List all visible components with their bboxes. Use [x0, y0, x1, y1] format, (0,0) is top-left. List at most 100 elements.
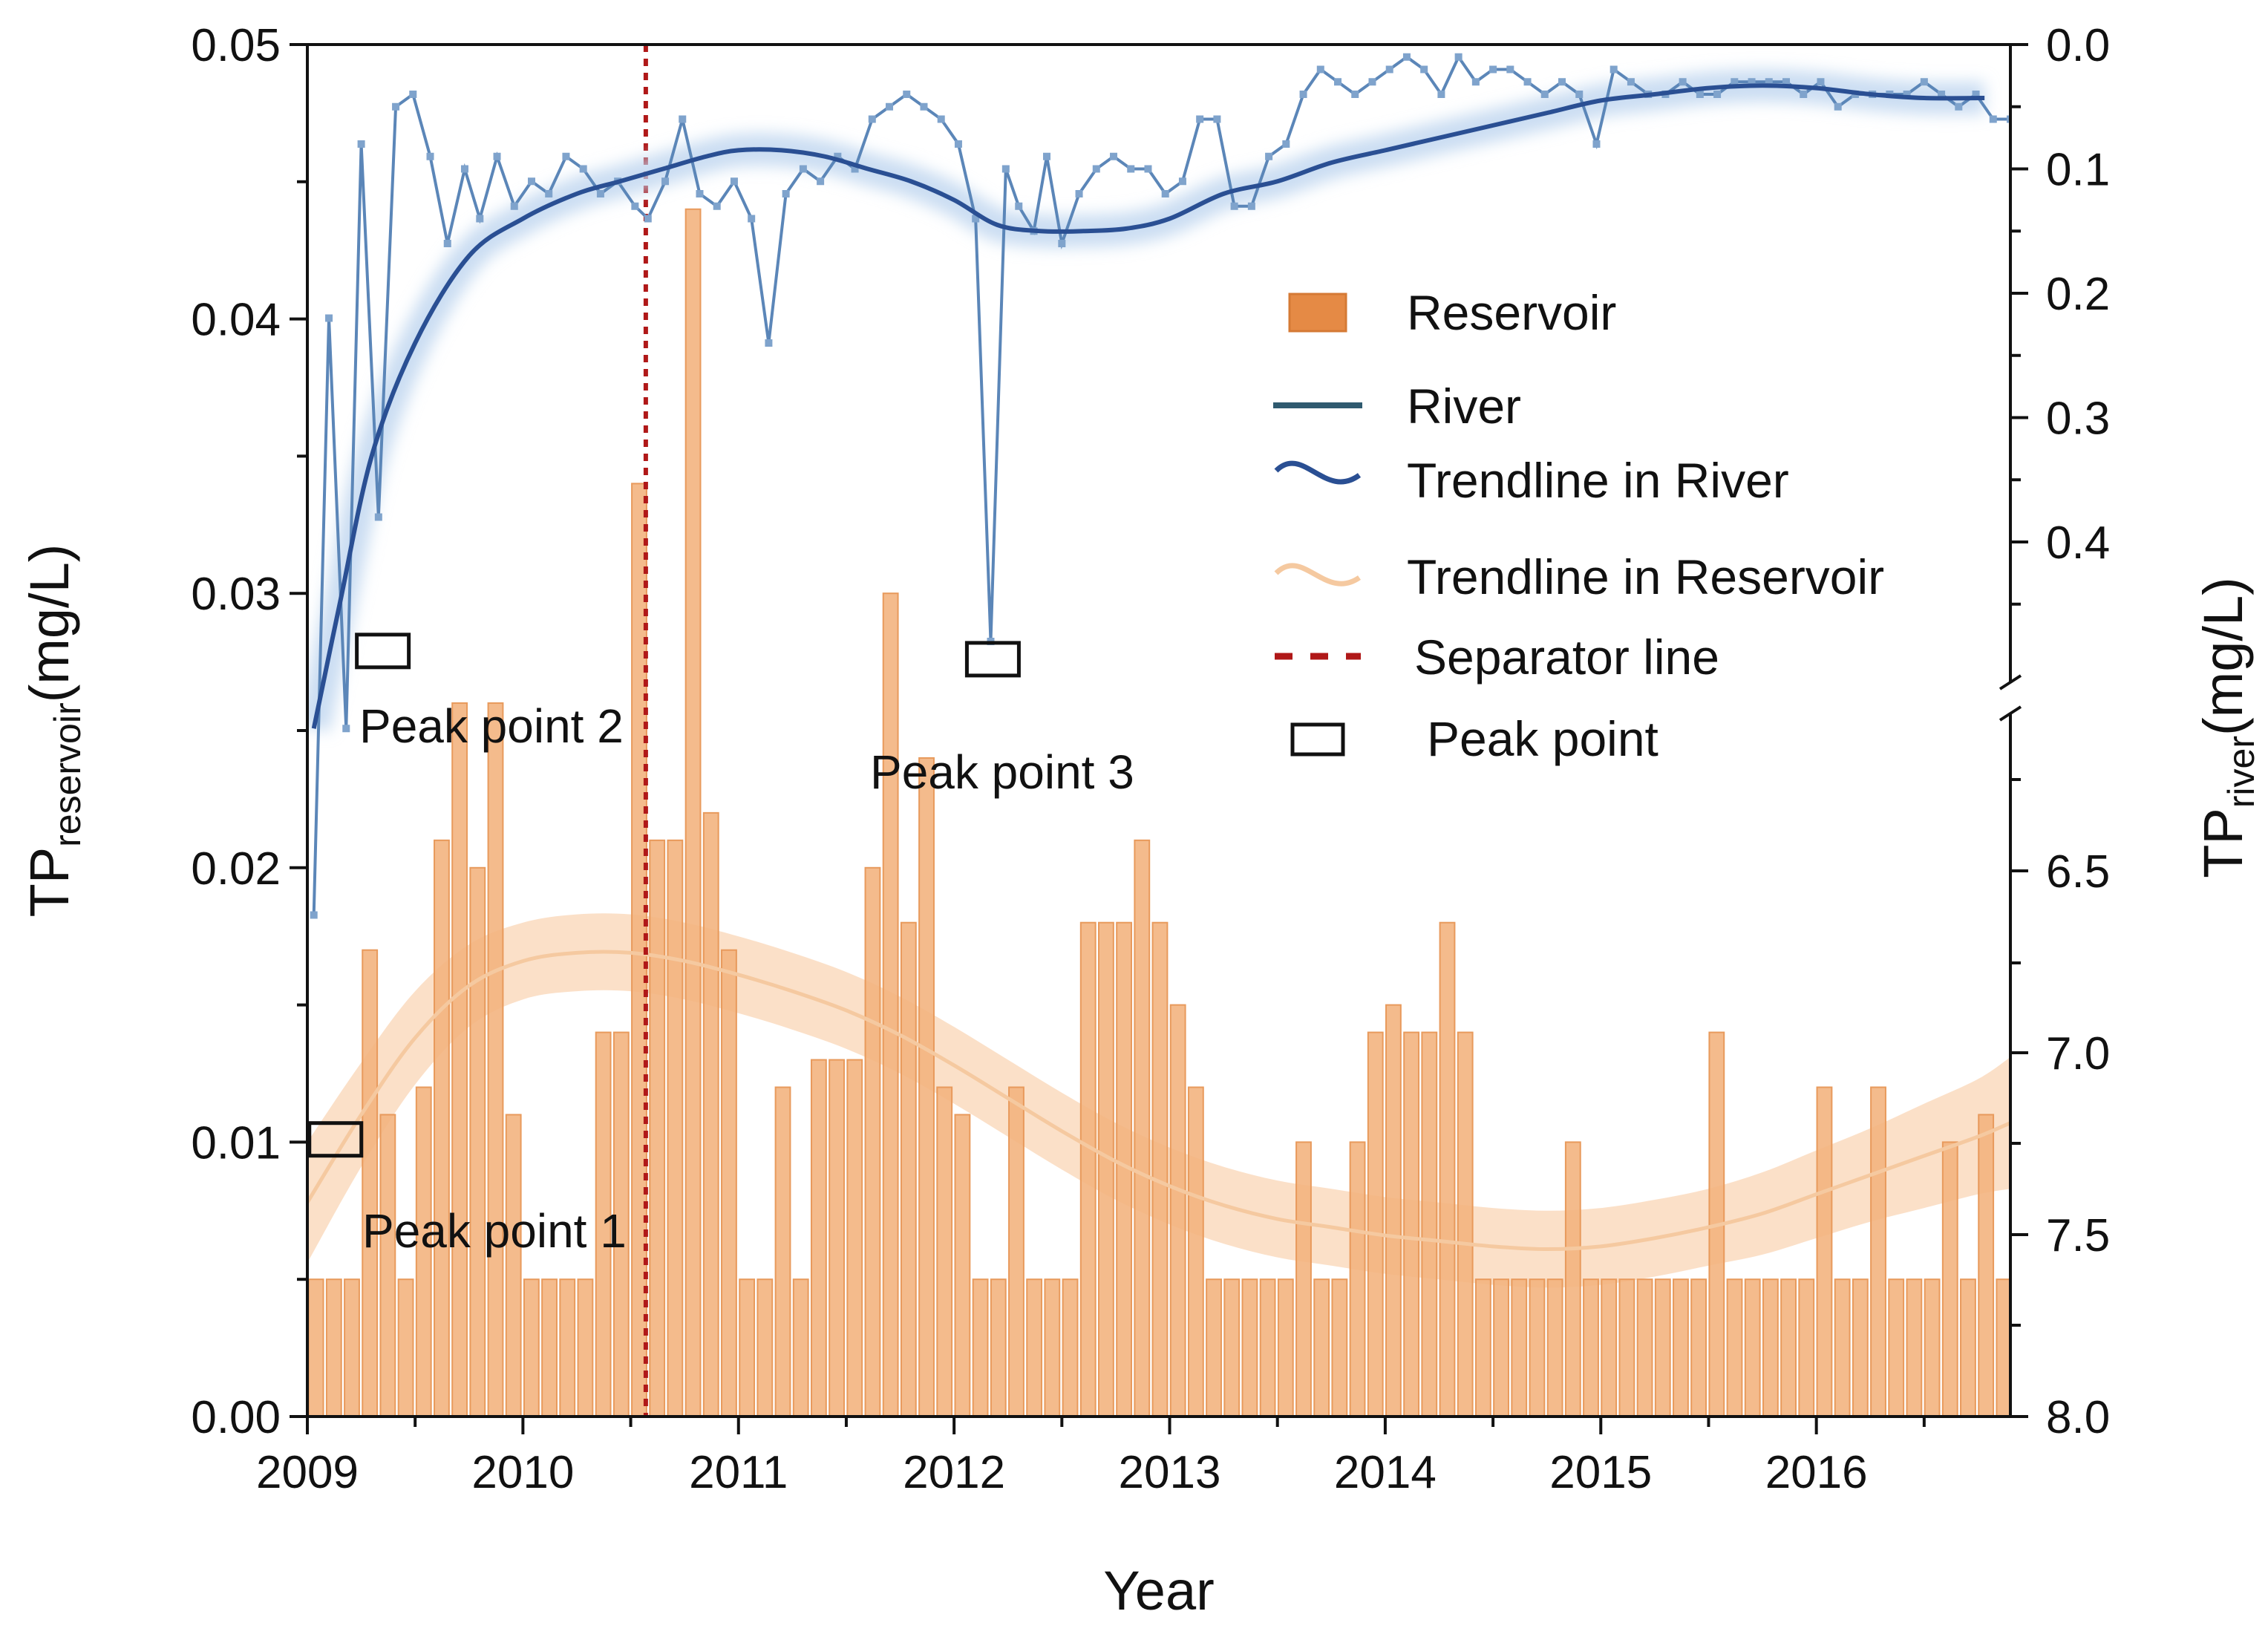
river-point [1782, 78, 1791, 86]
reservoir-bar [1762, 1278, 1779, 1417]
river-point [834, 152, 842, 160]
y-axis-left-title: TPreservoir(mg/L) [19, 544, 88, 918]
y-axis-right-title: TPriver(mg/L) [2192, 577, 2262, 878]
reservoir-bar [1852, 1278, 1869, 1417]
river-point [374, 513, 382, 521]
river-point [1817, 78, 1825, 86]
river-point [661, 177, 670, 186]
reservoir-bar [344, 1278, 360, 1417]
river-point [631, 202, 639, 210]
reservoir-bar [1151, 921, 1169, 1417]
reservoir-bar [1673, 1278, 1689, 1417]
river-point [1092, 165, 1100, 173]
river-point [493, 152, 501, 160]
reservoir-bar [1277, 1278, 1294, 1417]
river-point [1592, 140, 1601, 148]
peak-point-label: Peak point 3 [870, 745, 1134, 799]
reservoir-bar [1636, 1278, 1653, 1417]
reservoir-bar [1618, 1278, 1635, 1417]
legend-reservoir-trend-swatch [1274, 563, 1361, 587]
reservoir-bar [559, 1278, 576, 1417]
reservoir-bar [990, 1278, 1007, 1417]
river-point [1834, 102, 1842, 111]
river-point [1627, 78, 1635, 86]
river-point [954, 140, 962, 148]
river-point [920, 102, 928, 111]
reservoir-bar [595, 1031, 612, 1417]
river-point [1127, 165, 1135, 173]
river-point [679, 115, 687, 123]
river-point [325, 314, 333, 322]
river-point [476, 215, 484, 223]
axis-break-mark-lower [1999, 705, 2022, 722]
peak-point-box [355, 633, 411, 670]
axis-ticks: 2009 2010 2011 2012 2013 2014 2015 2016 0.00 0.01… [191, 20, 2110, 1498]
legend-peak-point-swatch [1290, 722, 1345, 757]
river-point [1265, 152, 1273, 160]
river-point [1213, 115, 1221, 123]
river-point [972, 215, 980, 223]
reservoir-bar [1941, 1141, 1958, 1417]
reservoir-bar [1259, 1278, 1276, 1417]
peak-point-label: Peak point 1 [362, 1204, 627, 1258]
legend-label: River [1407, 379, 1521, 434]
river-point [1316, 65, 1324, 73]
river-point [426, 152, 434, 160]
reservoir-bar [1026, 1278, 1043, 1417]
reservoir-bar [1349, 1141, 1366, 1417]
river-trend-glow [307, 69, 1985, 732]
river-point [1247, 202, 1255, 210]
y-left-title-sub: reservoir [47, 702, 88, 846]
legend: Reservoir River Trendline in River Trendlin… [1273, 285, 1884, 766]
x-tick-label: 2009 [256, 1447, 359, 1498]
river-point [1437, 91, 1445, 98]
reservoir-bar [2068, 950, 2083, 1417]
river-point [460, 165, 468, 173]
legend-river-trend-swatch [1274, 460, 1362, 485]
reservoir-bar [667, 839, 684, 1417]
reservoir-bar [1870, 1086, 1886, 1417]
reservoir-bar [846, 1059, 863, 1417]
legend-label: Trendline in River [1407, 453, 1789, 508]
reservoir-bar [1744, 1278, 1761, 1417]
river-point [1420, 65, 1428, 73]
reservoir-bar [397, 1278, 414, 1417]
reservoir-bar [2158, 1279, 2173, 1417]
river-point [937, 115, 945, 123]
reservoir-bar [523, 1278, 540, 1417]
reservoir-bar [325, 1278, 342, 1417]
peak-point-box [964, 641, 1021, 678]
reservoir-bar [379, 1114, 396, 1417]
reservoir-bar [1062, 1278, 1079, 1417]
reservoir-bar [2176, 1279, 2191, 1417]
y-right-title-sub: river [2220, 736, 2262, 808]
y-right-tick-label: 6.5 [2046, 846, 2110, 898]
reservoir-bar [1834, 1278, 1851, 1417]
river-point [1506, 65, 1514, 73]
y-left-tick-label: 0.00 [191, 1392, 281, 1443]
reservoir-bar [1421, 1031, 1438, 1417]
reservoir-trendline [307, 950, 2010, 1252]
river-point [1161, 190, 1169, 197]
reservoir-bar [774, 1086, 791, 1417]
river-point [1610, 65, 1618, 73]
reservoir-bar [2140, 1279, 2155, 1417]
river-point [1540, 91, 1549, 98]
river-point [357, 140, 365, 148]
river-point [748, 215, 756, 223]
reservoir-bar [1474, 1278, 1491, 1417]
x-tick-label: 2015 [1549, 1447, 1652, 1498]
reservoir-bar [684, 208, 702, 1417]
reservoir-bar [721, 949, 737, 1417]
river-point [868, 115, 876, 123]
reservoir-bar [829, 1059, 846, 1417]
reservoir-bar [1601, 1278, 1618, 1417]
reservoir-bar [612, 1031, 630, 1417]
x-tick-label: 2016 [1765, 1447, 1868, 1498]
reservoir-bar [900, 921, 917, 1417]
y-right-title-main: TP [2192, 808, 2254, 878]
y-left-tick-label: 0.05 [191, 20, 281, 71]
river-point [1920, 78, 1928, 86]
reservoir-bar [702, 811, 719, 1417]
